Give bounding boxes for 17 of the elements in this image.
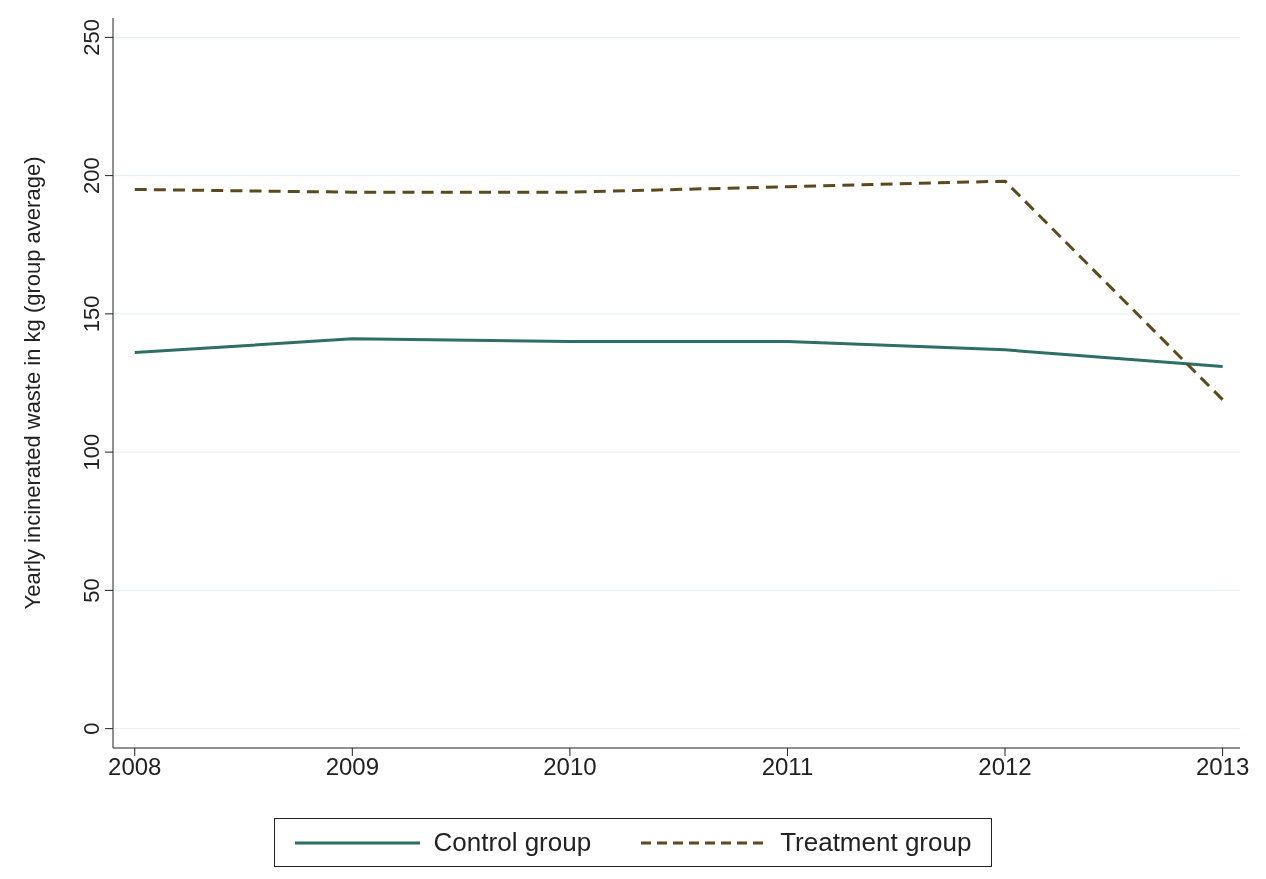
x-tick-label: 2010 — [543, 753, 597, 781]
y-axis-title: Yearly incinerated waste in kg (group average) — [19, 156, 45, 610]
y-tick-label: 0 — [79, 722, 104, 735]
x-tick-label: 2012 — [978, 753, 1032, 781]
y-tick-label: 100 — [79, 433, 104, 471]
x-tick-label: 2008 — [108, 753, 162, 781]
x-tick-label: 2009 — [325, 753, 380, 781]
y-tick-label: 250 — [79, 19, 104, 56]
x-tick-label: 2011 — [761, 753, 814, 781]
x-tick-label: 2013 — [1195, 753, 1250, 781]
line-series — [133, 337, 1225, 368]
legend-label: Treatment group — [780, 827, 972, 858]
y-tick-label: 50 — [79, 578, 104, 603]
legend-label: Control group — [433, 827, 592, 858]
line-series — [133, 179, 1225, 402]
y-tick-label: 150 — [79, 295, 104, 333]
y-tick-label: 200 — [79, 157, 104, 194]
